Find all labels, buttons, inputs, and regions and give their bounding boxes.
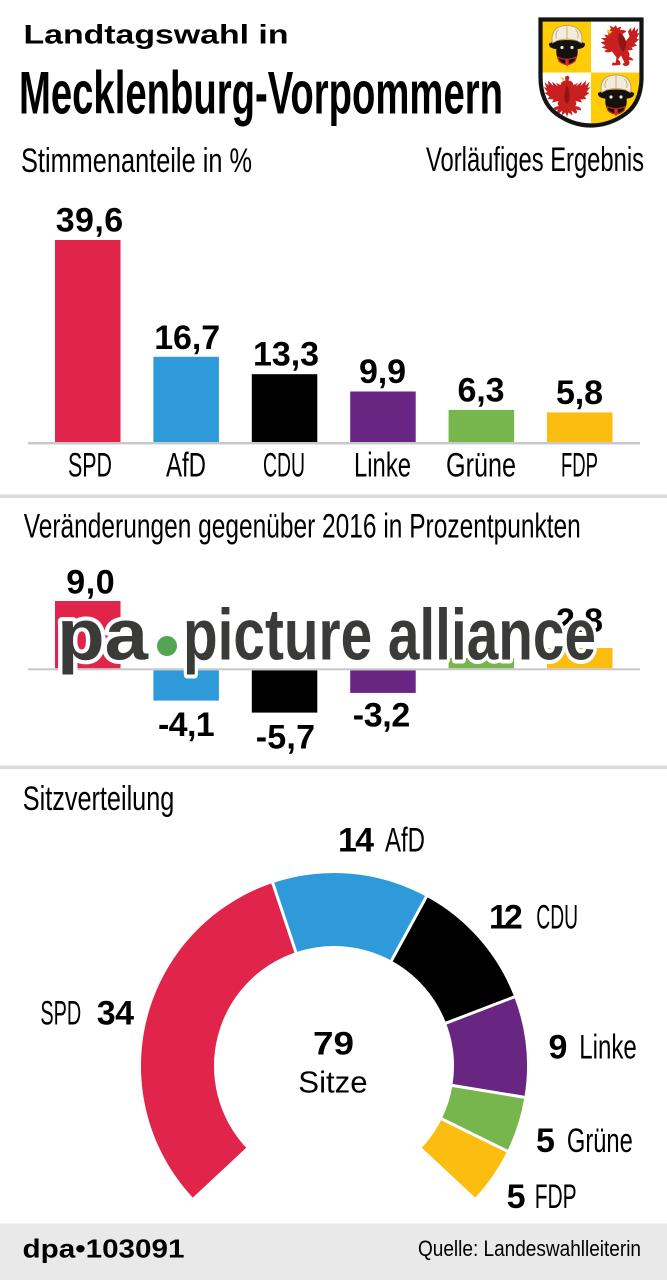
svg-text:picture alliance: picture alliance — [183, 596, 596, 676]
svg-text:-4,1: -4,1 — [158, 706, 215, 744]
svg-text:CDU: CDU — [536, 899, 578, 937]
svg-text:9,9: 9,9 — [359, 353, 406, 391]
svg-text:Vorläufiges Ergebnis: Vorläufiges Ergebnis — [426, 141, 644, 179]
svg-text:Stimmenanteile in %: Stimmenanteile in % — [21, 142, 252, 180]
svg-text:13,3: 13,3 — [253, 336, 319, 374]
svg-text:5: 5 — [507, 1178, 526, 1216]
svg-text:Landtagswahl in: Landtagswahl in — [24, 20, 289, 50]
svg-text:-5,7: -5,7 — [256, 719, 315, 757]
svg-text:2,8: 2,8 — [556, 602, 603, 640]
svg-text:Veränderungen gegenüber 2016 i: Veränderungen gegenüber 2016 in Prozentp… — [24, 508, 581, 546]
svg-text:9,0: 9,0 — [66, 563, 114, 601]
svg-text:5,8: 5,8 — [556, 374, 603, 412]
svg-text:Grüne: Grüne — [567, 1122, 633, 1160]
svg-text:FDP: FDP — [535, 1178, 577, 1216]
svg-text:SPD: SPD — [40, 995, 81, 1033]
svg-text:Quelle: Landeswahlleiterin: Quelle: Landeswahlleiterin — [418, 1236, 641, 1261]
svg-text:Sitzverteilung: Sitzverteilung — [23, 780, 175, 818]
svg-text:-3,2: -3,2 — [353, 697, 411, 735]
svg-text:Sitze: Sitze — [298, 1064, 367, 1099]
svg-text:9: 9 — [549, 1029, 568, 1067]
svg-text:SPD: SPD — [68, 447, 112, 485]
svg-text:12: 12 — [489, 899, 523, 937]
svg-text:14: 14 — [338, 821, 374, 859]
svg-text:Grüne: Grüne — [446, 447, 516, 485]
svg-text:AfD: AfD — [166, 447, 206, 485]
svg-text:FDP: FDP — [561, 447, 598, 485]
svg-text:34: 34 — [97, 995, 134, 1033]
svg-text:Linke: Linke — [579, 1029, 637, 1067]
svg-text:dpa•103091: dpa•103091 — [23, 1233, 185, 1263]
svg-text:5: 5 — [536, 1122, 555, 1160]
svg-text:6,3: 6,3 — [458, 372, 505, 410]
svg-text:39,6: 39,6 — [56, 202, 124, 240]
svg-text:16,7: 16,7 — [154, 319, 220, 357]
svg-text:Mecklenburg-Vorpommern: Mecklenburg-Vorpommern — [19, 60, 503, 127]
svg-text:Linke: Linke — [354, 447, 411, 485]
svg-text:CDU: CDU — [263, 447, 305, 485]
svg-text:79: 79 — [313, 1026, 354, 1062]
svg-text:pa: pa — [57, 596, 149, 676]
svg-text:AfD: AfD — [385, 821, 425, 859]
